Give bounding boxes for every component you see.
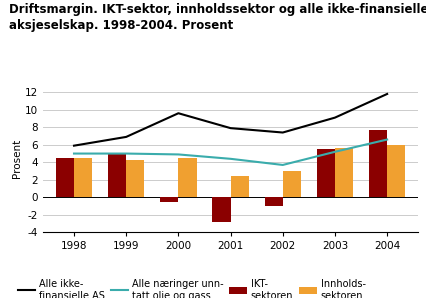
Bar xyxy=(282,171,300,197)
Legend: Alle ikke-
finansielle AS, Alle næringer unn-
tatt olje og gass, IKT-
sektoren, : Alle ikke- finansielle AS, Alle næringer… xyxy=(17,279,365,298)
Bar xyxy=(334,148,352,197)
Bar xyxy=(178,158,196,197)
Bar xyxy=(264,197,282,206)
Bar xyxy=(230,176,248,197)
Y-axis label: Prosent: Prosent xyxy=(12,138,22,178)
Bar xyxy=(212,197,230,222)
Bar xyxy=(126,160,144,197)
Bar xyxy=(368,130,386,197)
Bar xyxy=(56,158,74,197)
Bar xyxy=(74,158,92,197)
Bar xyxy=(386,145,404,197)
Bar xyxy=(316,149,334,197)
Bar xyxy=(160,197,178,202)
Bar xyxy=(108,153,126,197)
Text: Driftsmargin. IKT-sektor, innholdssektor og alle ikke-finansielle
aksjeselskap. : Driftsmargin. IKT-sektor, innholdssektor… xyxy=(9,3,426,32)
